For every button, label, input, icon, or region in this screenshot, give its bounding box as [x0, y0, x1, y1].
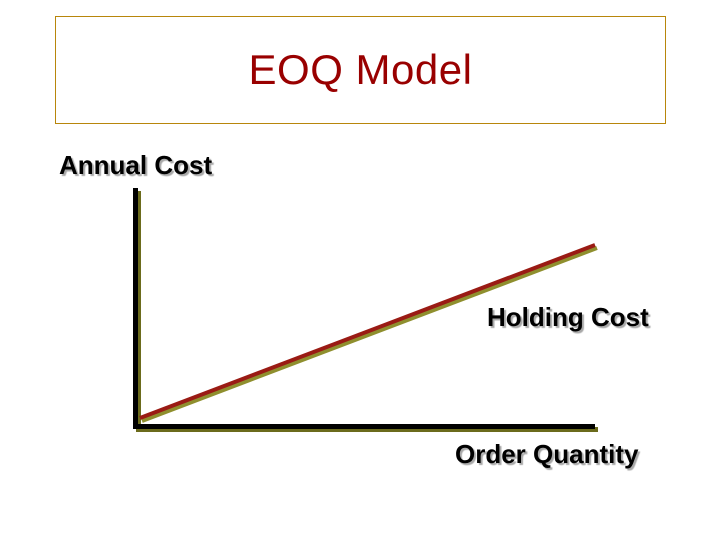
- y-axis-label: Annual Cost: [59, 150, 213, 180]
- holding-cost-line: [139, 243, 596, 420]
- holding-cost-line-shadow: [141, 246, 598, 423]
- holding-cost-label: Holding Cost: [487, 302, 649, 332]
- slide-title: EOQ Model: [248, 46, 473, 93]
- x-axis-label: Order Quantity: [455, 439, 639, 469]
- slide-title-box: EOQ Model: [55, 16, 666, 124]
